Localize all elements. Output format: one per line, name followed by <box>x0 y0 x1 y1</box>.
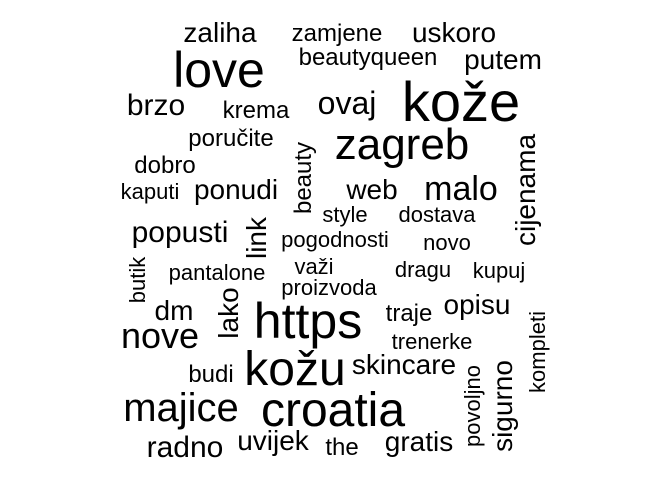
word-37: trenerke <box>391 329 473 354</box>
word-24: novo <box>423 230 471 255</box>
word-47: uvijek <box>237 425 309 456</box>
word-12: beauty <box>290 141 317 215</box>
word-28: dragu <box>394 257 452 282</box>
word-15: kaputi <box>120 179 180 204</box>
word-42: povoljno <box>460 365 485 447</box>
word-13: cijenama <box>510 133 541 247</box>
word-44: majice <box>123 386 239 430</box>
word-9: ovaj <box>317 85 377 121</box>
word-18: malo <box>424 170 498 208</box>
word-16: ponudi <box>193 174 279 205</box>
word-45: croatia <box>260 384 406 437</box>
word-22: link <box>241 216 272 260</box>
word-23: pogodnosti <box>281 227 389 252</box>
word-46: radno <box>146 431 224 464</box>
word-11: zagreb <box>334 120 470 169</box>
word-30: proizvoda <box>281 275 377 300</box>
word-17: web <box>346 174 398 205</box>
word-49: gratis <box>384 426 454 457</box>
word-26: pantalone <box>168 260 266 285</box>
word-27: važi <box>294 254 334 279</box>
word-10: poručite <box>188 125 274 152</box>
word-34: traje <box>385 300 433 327</box>
word-19: style <box>322 202 368 227</box>
word-31: dm <box>154 295 194 326</box>
word-39: budi <box>188 361 234 388</box>
word-2: uskoro <box>411 17 497 48</box>
word-48: the <box>325 434 359 461</box>
word-6: kože <box>401 70 521 133</box>
word-38: kompleti <box>525 311 550 393</box>
word-14: dobro <box>134 152 196 179</box>
word-8: krema <box>222 97 290 124</box>
word-33: https <box>253 293 363 349</box>
word-4: beautyqueen <box>298 44 438 71</box>
word-20: dostava <box>398 202 476 227</box>
word-0: zaliha <box>183 17 257 48</box>
word-5: putem <box>464 44 542 75</box>
word-29: kupuj <box>472 258 526 283</box>
word-25: butik <box>125 256 150 304</box>
word-1: zamjene <box>291 20 383 47</box>
word-43: sigurno <box>487 360 518 452</box>
word-41: skincare <box>351 349 457 380</box>
word-40: kožu <box>244 343 346 396</box>
word-21: popusti <box>131 216 229 249</box>
word-7: brzo <box>126 89 186 122</box>
word-36: nove <box>120 315 200 356</box>
word-3: love <box>173 42 265 98</box>
word-32: lako <box>213 287 244 339</box>
word-35: opisu <box>443 289 511 320</box>
